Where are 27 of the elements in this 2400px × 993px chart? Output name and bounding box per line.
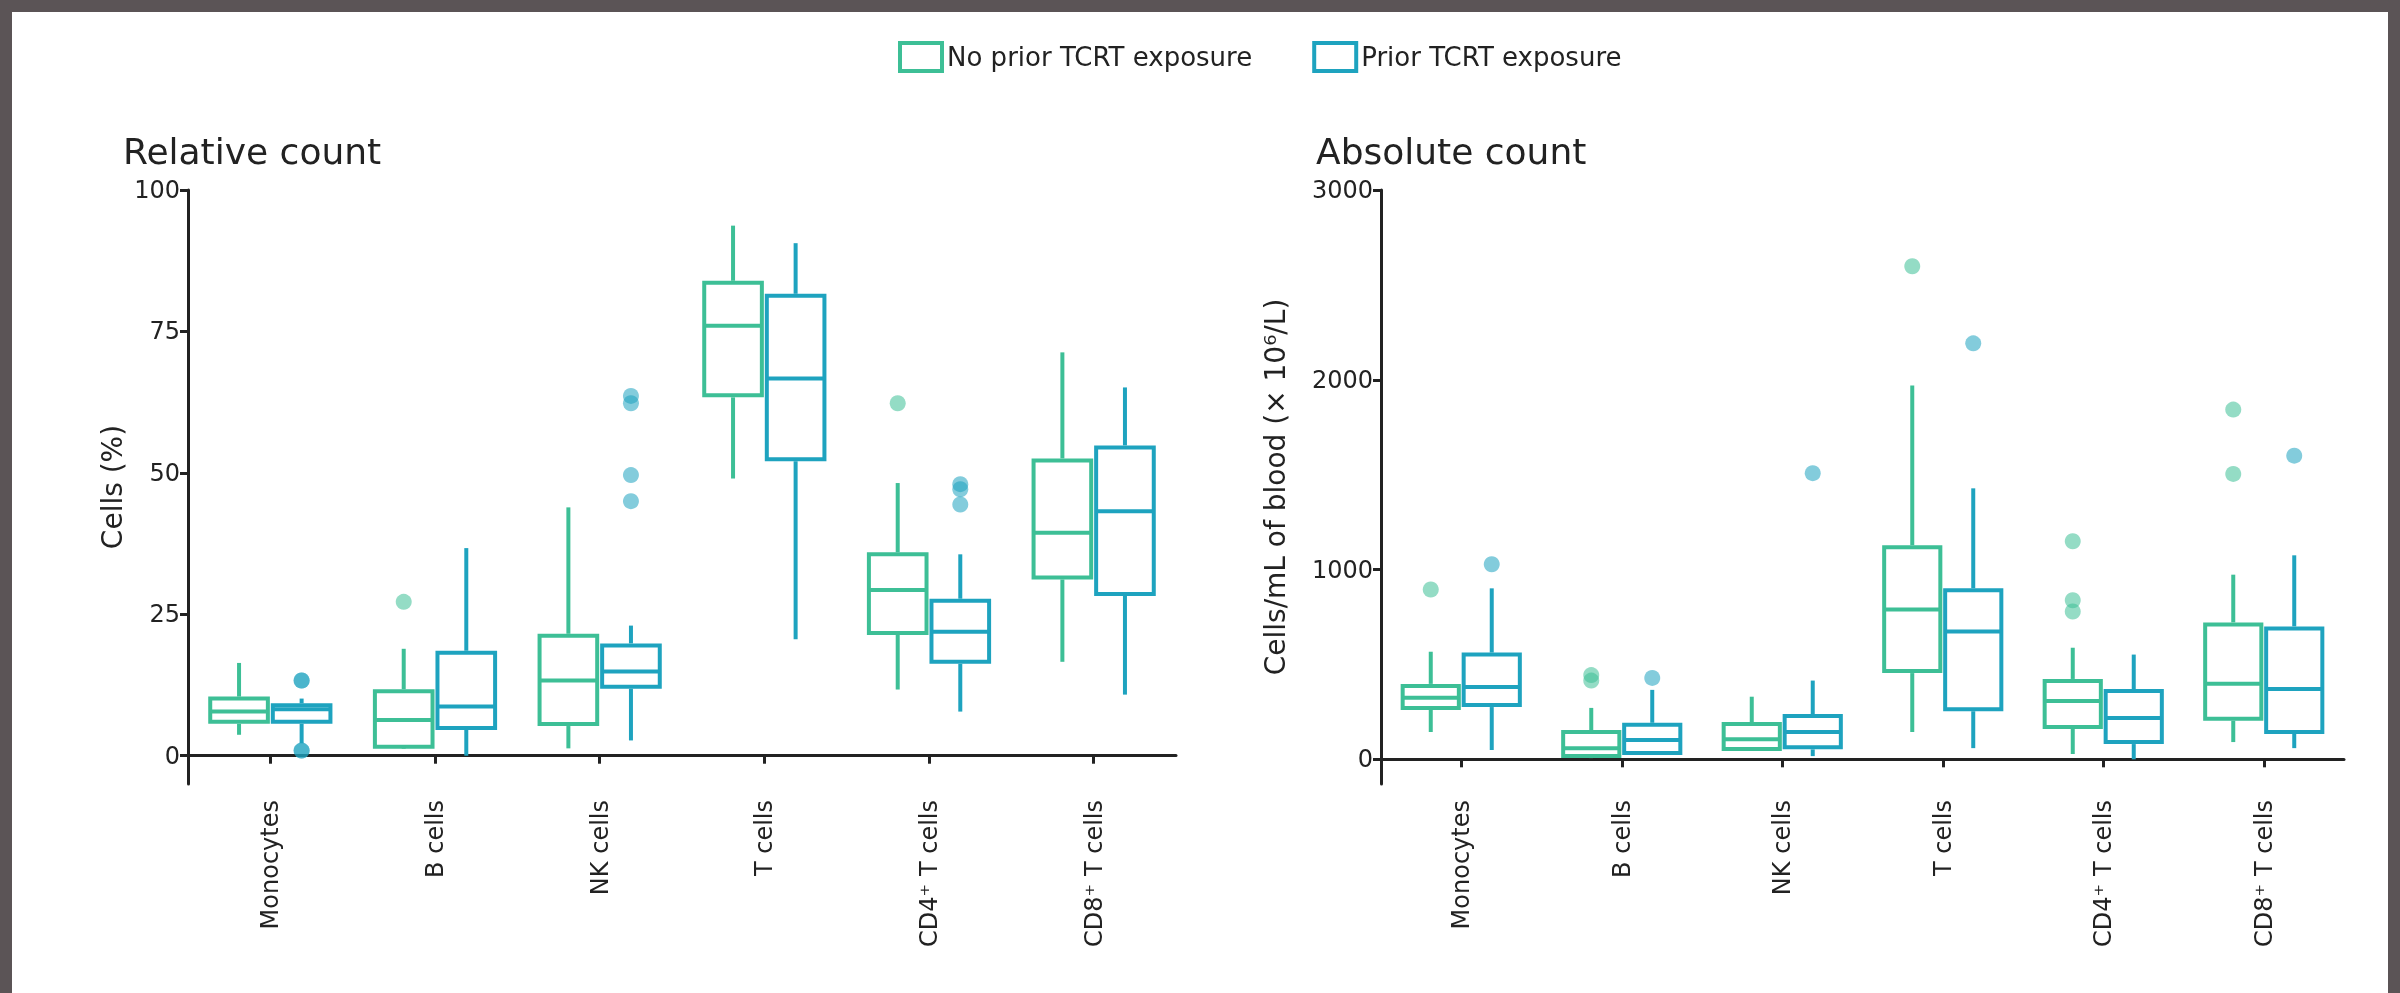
y-tick-label: 50 (149, 458, 180, 487)
chart-title: Absolute count (1316, 130, 1587, 172)
x-tick-label: CD8⁺ T cells (2249, 800, 2278, 947)
y-tick-label: 0 (164, 741, 180, 770)
y-tick-label: 75 (149, 317, 180, 346)
x-tick-label: Monocytes (256, 800, 285, 930)
y-tick-label: 3000 (1311, 176, 1373, 204)
x-tick-label: Monocytes (1447, 800, 1476, 930)
x-tick-label: T cells (1928, 800, 1957, 878)
x-tick-label: NK cells (585, 800, 614, 896)
legend-label: No prior TCRT exposure (947, 42, 1253, 72)
x-tick-label: CD8⁺ T cells (1079, 800, 1108, 947)
x-tick-label: T cells (750, 800, 779, 878)
x-tick-label: B cells (421, 800, 449, 878)
x-tick-label: CD4⁺ T cells (2089, 800, 2118, 947)
y-tick-label: 25 (149, 600, 180, 629)
x-tick-label: NK cells (1768, 800, 1797, 896)
y-tick-label: 2000 (1311, 365, 1373, 394)
chart-title: Relative count (123, 130, 382, 172)
legend-label: Prior TCRT exposure (1361, 42, 1622, 72)
x-tick-label: CD4⁺ T cells (915, 800, 943, 947)
y-tick-label: 0 (1357, 745, 1373, 774)
x-tick-label: B cells (1607, 800, 1636, 878)
y-axis-title: Cells (%) (95, 424, 129, 550)
y-axis-title: Cells/mL of blood (× 10⁶/L) (1258, 298, 1292, 676)
y-tick-label: 100 (134, 176, 180, 204)
y-tick-label: 1000 (1311, 555, 1373, 584)
